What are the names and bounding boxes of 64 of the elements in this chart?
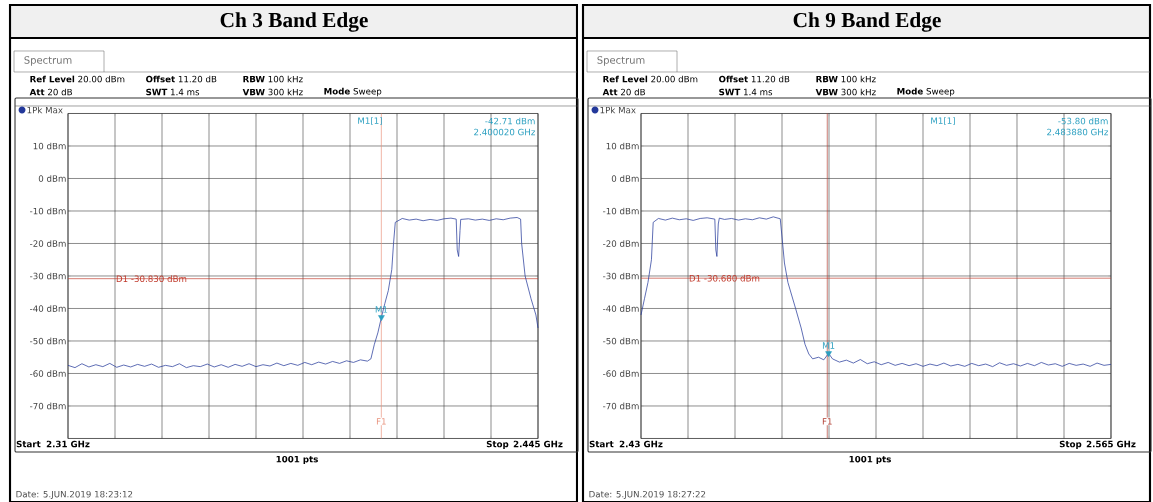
line-series [67, 217, 539, 368]
y-tick-label: -10 dBm [30, 207, 66, 215]
text: Date: 5.JUN.2019 18:23:12 [16, 490, 133, 500]
y-tick-label: -50 dBm [30, 337, 66, 345]
text: SWT 1.4 ms [719, 88, 773, 96]
text: SWT 1.4 ms [146, 88, 200, 96]
text: Start [589, 440, 614, 448]
x-tick-label: 2.43 GHz [619, 440, 663, 448]
text: VBW 300 kHz [242, 88, 303, 96]
y-tick-label: -20 dBm [603, 240, 639, 247]
line-series [640, 216, 1112, 368]
text: Spectrum [597, 56, 645, 66]
text: Mode Sweep [897, 87, 955, 97]
ref-line-label: F1 [822, 418, 832, 425]
text: Spectrum [24, 56, 72, 66]
y-tick-label: 0 dBm [611, 175, 639, 182]
annotation: M1[1] [931, 117, 955, 125]
chart-title: Ch 3 Band Edge [220, 12, 368, 32]
annotation: 2.483880 GHz [1047, 128, 1109, 136]
y-tick-label: 10 dBm [606, 142, 639, 150]
y-tick-label: -20 dBm [30, 240, 66, 247]
legend-label: 1Pk Max [27, 106, 63, 114]
annotation: 2.400020 GHz [474, 128, 536, 136]
text: 1001 pts [276, 455, 318, 465]
series-label: M1 [375, 306, 388, 313]
text: Ref Level 20.00 dBm [30, 75, 125, 83]
series-label: M1 [822, 342, 835, 349]
annotation: -42.71 dBm [485, 117, 535, 125]
text: Offset 11.20 dB [719, 75, 790, 83]
text: 1001 pts [849, 455, 891, 465]
text: Stop [1059, 440, 1082, 449]
chart-title: Ch 9 Band Edge [793, 12, 941, 32]
y-tick-label: -30 dBm [603, 272, 639, 280]
annotation: -53.80 dBm [1058, 117, 1108, 125]
ref-line-label: D1 -30.680 dBm [689, 274, 760, 282]
legend-label: 1Pk Max [600, 106, 636, 114]
y-tick-label: -30 dBm [30, 272, 66, 280]
y-tick-label: -40 dBm [603, 305, 639, 312]
text: Ref Level 20.00 dBm [603, 75, 698, 83]
text: Offset 11.20 dB [146, 75, 217, 83]
text: Start [16, 440, 41, 448]
text: Date: 5.JUN.2019 18:27:22 [589, 490, 706, 500]
y-tick-label: -10 dBm [603, 207, 639, 215]
y-tick-label: -70 dBm [603, 402, 639, 410]
y-tick-label: -40 dBm [30, 305, 66, 312]
text: Att 20 dB [29, 88, 72, 96]
ref-line-label: F1 [376, 418, 386, 425]
y-tick-label: -70 dBm [30, 402, 66, 410]
y-tick-label: 0 dBm [38, 175, 66, 182]
text: Mode Sweep [324, 87, 382, 97]
text: RBW 100 kHz [243, 75, 303, 83]
text: Att 20 dB [602, 88, 645, 96]
y-tick-label: -50 dBm [603, 337, 639, 345]
x-tick-label: 2.31 GHz [46, 440, 90, 448]
y-tick-label: 10 dBm [33, 142, 66, 150]
ref-line-label: D1 -30.830 dBm [116, 275, 187, 283]
text: Stop [486, 440, 509, 449]
y-tick-label: -60 dBm [30, 370, 66, 377]
text: RBW 100 kHz [816, 75, 876, 83]
y-tick-label: -60 dBm [603, 370, 639, 377]
x-tick-label: 2.565 GHz [1086, 440, 1136, 448]
annotation: M1[1] [358, 117, 382, 125]
text: VBW 300 kHz [815, 88, 876, 96]
x-tick-label: 2.445 GHz [513, 440, 563, 448]
